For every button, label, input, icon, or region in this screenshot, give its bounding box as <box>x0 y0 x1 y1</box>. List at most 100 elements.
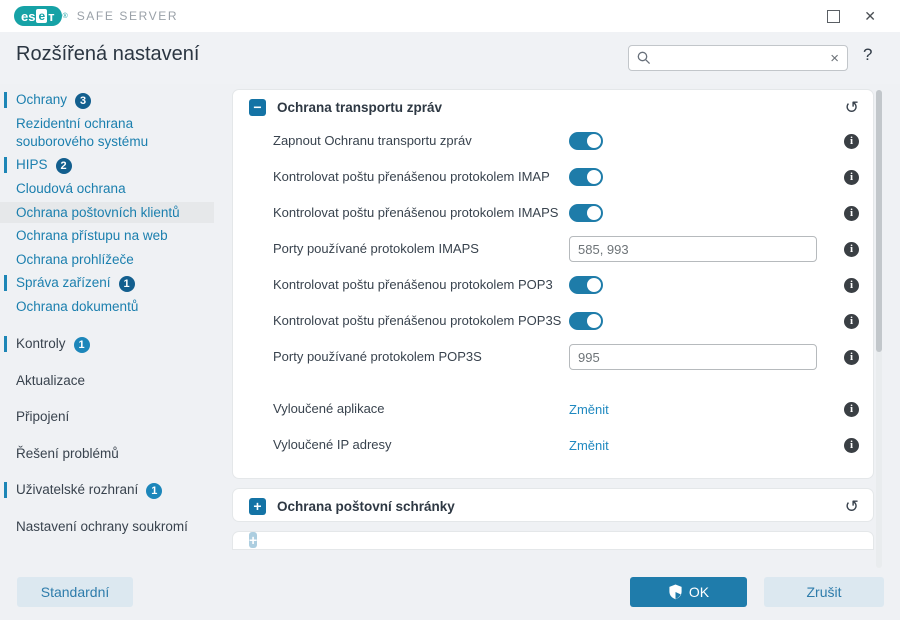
footer-bar: Standardní OK Zrušit <box>0 570 900 620</box>
search-box[interactable]: × <box>628 45 848 71</box>
change-link[interactable]: Změnit <box>569 401 609 417</box>
attention-badge: 1 <box>118 276 135 293</box>
info-icon[interactable]: i <box>844 349 859 365</box>
revert-to-default-icon[interactable]: ↺ <box>844 98 859 117</box>
expand-icon[interactable]: + <box>249 532 258 548</box>
info-icon[interactable]: i <box>844 277 859 293</box>
sidebar-item[interactable]: Ochrana dokumentů <box>0 296 214 318</box>
section-rows: Zapnout Ochranu transportu zpráv i Kontrol… <box>233 122 873 478</box>
close-icon[interactable]: ✕ <box>864 8 876 24</box>
sidebar-item[interactable]: Ochrana přístupu na web <box>0 225 214 247</box>
sidebar-item[interactable]: Aktualizace <box>0 370 214 392</box>
help-icon[interactable]: ? <box>863 45 873 64</box>
sidebar-item[interactable]: Správa zařízení 1 <box>0 272 214 294</box>
setting-label: Vyloučené IP adresy <box>273 436 392 452</box>
shield-icon <box>669 584 682 600</box>
section-title: Ochrana transportu zpráv <box>277 100 443 115</box>
setting-row: Kontrolovat poštu přenášenou protokolem … <box>273 164 859 190</box>
info-icon[interactable]: i <box>844 313 859 329</box>
info-icon[interactable]: i <box>844 401 859 417</box>
setting-control <box>569 132 821 150</box>
toggle-switch[interactable] <box>569 168 603 186</box>
toggle-knob <box>587 170 601 184</box>
sidebar-item[interactable]: Ochrana poštovních klientů <box>0 201 214 224</box>
toggle-switch[interactable] <box>569 312 603 330</box>
eset-logo-pill: es e т <box>14 6 62 26</box>
default-button[interactable]: Standardní <box>17 577 133 607</box>
info-icon[interactable]: i <box>844 133 859 149</box>
info-icon[interactable]: i <box>844 169 859 185</box>
setting-label: Zapnout Ochranu transportu zpráv <box>273 132 472 148</box>
toggle-switch[interactable] <box>569 276 603 294</box>
logo-text: т <box>48 8 55 24</box>
sidebar-item[interactable]: Nastavení ochrany soukromí <box>0 516 214 538</box>
sidebar-item[interactable]: Řešení problémů <box>0 443 214 465</box>
settings-section-partial[interactable]: + <box>233 532 873 549</box>
sidebar-item-label: Ochrana poštovních klientů <box>16 204 180 220</box>
section-header[interactable]: + Ochrana poštovní schránky ↺ <box>233 489 873 521</box>
setting-control: Změnit <box>569 438 821 453</box>
setting-row: Kontrolovat poštu přenášenou protokolem … <box>273 272 859 298</box>
sidebar-item-label: Kontroly <box>16 335 66 351</box>
sidebar-item[interactable]: Rezidentní ochrana souborového systému <box>0 113 214 152</box>
collapse-icon[interactable]: − <box>249 99 266 116</box>
toggle-knob <box>587 134 601 148</box>
sidebar-item[interactable]: Ochrany 3 <box>0 89 214 111</box>
setting-row: Kontrolovat poštu přenášenou protokolem … <box>273 200 859 226</box>
setting-control <box>569 344 821 370</box>
sidebar-item-label: Připojení <box>16 409 70 425</box>
setting-control <box>569 204 821 222</box>
sidebar-item-label: Ochrana přístupu na web <box>16 228 168 244</box>
sidebar-item-label: Rezidentní ochrana souborového systému <box>16 116 149 149</box>
titlebar: es e т ® SAFE SERVER ✕ <box>0 0 900 32</box>
section-header[interactable]: − Ochrana transportu zpráv ↺ <box>233 90 873 122</box>
info-icon[interactable]: i <box>844 241 859 257</box>
info-icon[interactable]: i <box>844 437 859 453</box>
page-header: Rozšířená nastavení × ? <box>0 32 900 84</box>
logo-text: e <box>36 9 48 23</box>
sidebar-item[interactable]: Připojení <box>0 406 214 428</box>
setting-row: Porty používané protokolem POP3S i <box>273 344 859 370</box>
info-icon[interactable]: i <box>844 205 859 221</box>
change-link[interactable]: Změnit <box>569 437 609 453</box>
port-input[interactable] <box>569 344 817 370</box>
setting-control: Změnit <box>569 402 821 417</box>
attention-badge: 2 <box>55 158 72 175</box>
clear-search-icon[interactable]: × <box>830 49 839 67</box>
sidebar-nav: Ochrany 3 Rezidentní ochrana souborového s… <box>0 89 214 540</box>
toggle-knob <box>587 314 601 328</box>
setting-control <box>569 276 821 294</box>
setting-row: Zapnout Ochranu transportu zpráv i <box>273 128 859 154</box>
sidebar-item[interactable]: Ochrana prohlížeče <box>0 249 214 271</box>
attention-badge: 1 <box>73 336 90 353</box>
port-input[interactable] <box>569 236 817 262</box>
expand-icon[interactable]: + <box>249 498 266 515</box>
sidebar-item[interactable]: Uživatelské rozhraní 1 <box>0 479 214 501</box>
product-name: SAFE SERVER <box>76 9 179 23</box>
sidebar-item-label: Ochrany <box>16 92 68 107</box>
sidebar-item-label: Aktualizace <box>16 372 86 388</box>
scrollbar[interactable] <box>876 90 882 568</box>
maximize-icon[interactable] <box>827 9 841 23</box>
toggle-switch[interactable] <box>569 132 603 150</box>
sidebar-item-label: Ochrana prohlížeče <box>16 251 134 267</box>
setting-row: Vyloučené aplikace Změnit i <box>273 396 859 422</box>
window-controls: ✕ <box>827 9 900 23</box>
section-title: Ochrana poštovní schránky <box>277 499 455 514</box>
setting-label: Porty používané protokolem POP3S <box>273 348 482 364</box>
revert-to-default-icon[interactable]: ↺ <box>844 497 859 516</box>
settings-panel: − Ochrana transportu zpráv ↺ Zapnout Ochran… <box>233 90 873 549</box>
setting-label: Kontrolovat poštu přenášenou protokolem … <box>273 312 562 328</box>
setting-row: Kontrolovat poštu přenášenou protokolem … <box>273 308 859 334</box>
attention-badge: 1 <box>146 483 163 500</box>
scrollbar-thumb[interactable] <box>876 90 882 352</box>
setting-control <box>569 236 821 262</box>
sidebar-item[interactable]: HIPS 2 <box>0 154 214 176</box>
sidebar-item[interactable]: Kontroly 1 <box>0 333 214 355</box>
sidebar-item[interactable]: Cloudová ochrana <box>0 178 214 200</box>
sidebar-item-label: Cloudová ochrana <box>16 181 126 197</box>
cancel-button[interactable]: Zrušit <box>764 577 884 607</box>
search-input[interactable] <box>657 49 825 67</box>
ok-button[interactable]: OK <box>630 577 747 607</box>
toggle-switch[interactable] <box>569 204 603 222</box>
